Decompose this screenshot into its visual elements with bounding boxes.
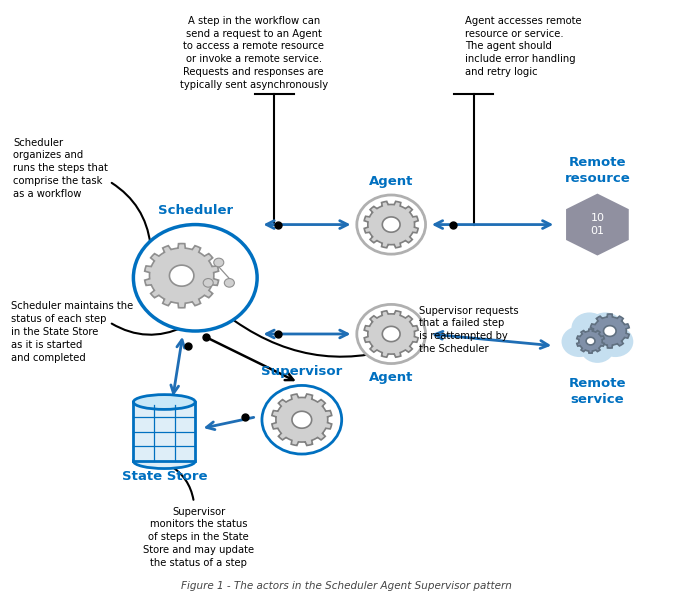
Circle shape xyxy=(581,334,614,363)
Polygon shape xyxy=(604,325,616,337)
Polygon shape xyxy=(170,265,194,286)
Circle shape xyxy=(572,312,607,343)
Text: Scheduler: Scheduler xyxy=(158,204,233,217)
Polygon shape xyxy=(590,314,629,348)
Polygon shape xyxy=(565,192,630,257)
Circle shape xyxy=(357,304,426,364)
Polygon shape xyxy=(292,411,312,428)
Text: Figure 1 - The actors in the Scheduler Agent Supervisor pattern: Figure 1 - The actors in the Scheduler A… xyxy=(181,581,512,591)
Polygon shape xyxy=(577,329,604,353)
Polygon shape xyxy=(586,337,595,345)
Text: Scheduler maintains the
status of each step
in the State Store
as it is started
: Scheduler maintains the status of each s… xyxy=(11,301,133,362)
Text: Agent: Agent xyxy=(369,371,413,384)
Polygon shape xyxy=(383,327,400,341)
Circle shape xyxy=(588,312,623,343)
Polygon shape xyxy=(365,311,418,357)
Circle shape xyxy=(597,326,633,357)
Text: Supervisor: Supervisor xyxy=(261,365,342,378)
Circle shape xyxy=(574,316,622,357)
Circle shape xyxy=(203,279,213,287)
Text: Remote
resource: Remote resource xyxy=(565,156,631,185)
Text: Supervisor requests
that a failed step
is reattempted by
the Scheduler: Supervisor requests that a failed step i… xyxy=(419,306,518,354)
Polygon shape xyxy=(365,201,418,248)
Text: Supervisor
monitors the status
of steps in the State
Store and may update
the st: Supervisor monitors the status of steps … xyxy=(143,507,254,568)
Text: Agent: Agent xyxy=(369,175,413,188)
Circle shape xyxy=(357,195,426,254)
Circle shape xyxy=(561,326,597,357)
Text: Scheduler
organizes and
runs the steps that
comprise the task
as a workflow: Scheduler organizes and runs the steps t… xyxy=(13,138,108,199)
Bar xyxy=(133,402,195,461)
Circle shape xyxy=(225,279,234,287)
Polygon shape xyxy=(383,217,400,232)
Ellipse shape xyxy=(133,454,195,469)
Text: A step in the workflow can
send a request to an Agent
to access a remote resourc: A step in the workflow can send a reques… xyxy=(179,16,328,90)
Ellipse shape xyxy=(133,395,195,410)
Text: Remote
service: Remote service xyxy=(569,377,626,406)
Circle shape xyxy=(262,386,342,454)
Circle shape xyxy=(213,258,224,267)
Polygon shape xyxy=(272,394,332,445)
Polygon shape xyxy=(145,244,218,308)
Text: Agent accesses remote
resource or service.
The agent should
include error handli: Agent accesses remote resource or servic… xyxy=(465,16,581,77)
Circle shape xyxy=(133,224,257,331)
Text: State Store: State Store xyxy=(121,470,207,483)
Text: 10
01: 10 01 xyxy=(590,213,604,236)
